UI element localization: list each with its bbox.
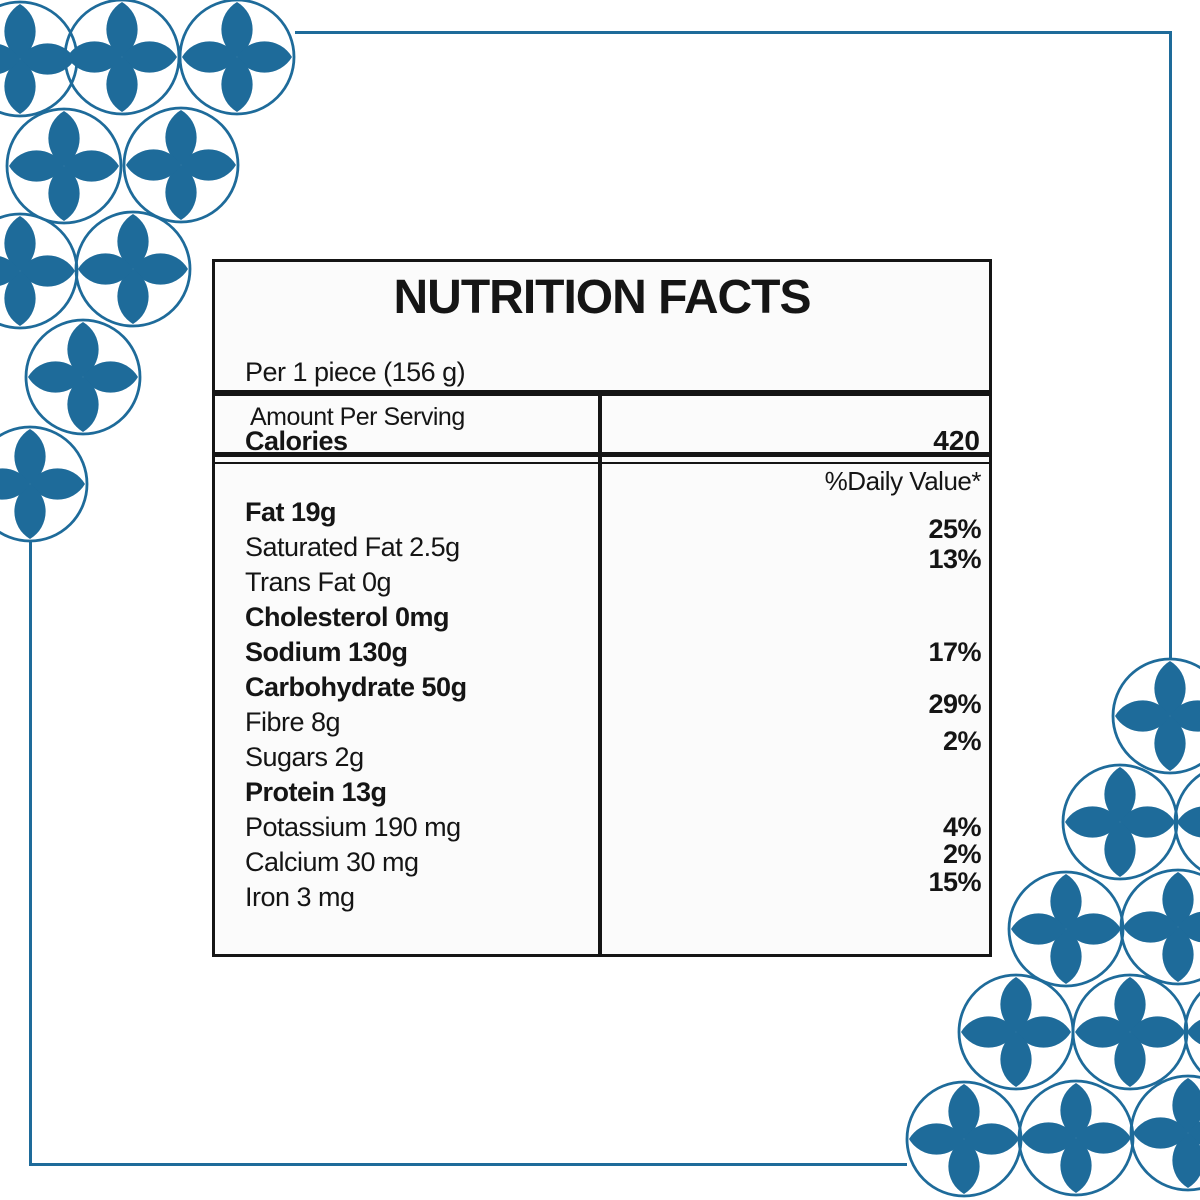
daily-value-heading: %Daily Value* <box>824 466 982 496</box>
nutrient-row: Protein 13g <box>245 777 387 807</box>
nutrient-row: Cholesterol 0mg <box>245 602 450 632</box>
nutrient-row: Trans Fat 0g <box>245 567 392 597</box>
nutrient-row: Saturated Fat 2.5g <box>245 532 460 562</box>
page-border-frame <box>29 31 1172 1166</box>
daily-value-percent: 2% <box>942 839 982 869</box>
nutrient-row: Potassium 190 mg <box>245 812 461 842</box>
column-divider <box>598 390 602 954</box>
daily-value-percent: 17% <box>928 637 981 667</box>
daily-value-percent: 25% <box>928 514 981 544</box>
divider-thick-top <box>215 390 989 396</box>
page-border-left <box>29 541 32 1166</box>
nutrient-row: Sugars 2g <box>245 742 364 772</box>
nutrient-list: Fat 19g Saturated Fat 2.5g Trans Fat 0g … <box>245 495 467 915</box>
nutrient-row: Sodium 130g <box>245 637 408 667</box>
nutrient-row: Calcium 30 mg <box>245 847 419 877</box>
amount-per-serving-heading: Amount Per Serving <box>250 403 465 431</box>
daily-value-percent: 29% <box>928 689 981 719</box>
daily-value-percent: 15% <box>928 867 981 897</box>
daily-value-percent: 4% <box>942 812 982 842</box>
calories-value: 420 <box>933 425 980 456</box>
nutrient-row: Fibre 8g <box>245 707 341 737</box>
nutrition-label: NUTRITION FACTS Per 1 piece (156 g) Amou… <box>212 259 992 957</box>
nutrient-row: Iron 3 mg <box>245 882 355 912</box>
nutrient-row: Fat 19g <box>245 497 337 527</box>
page-border-top <box>295 31 1172 34</box>
divider-thin <box>215 462 989 464</box>
serving-size: Per 1 piece (156 g) <box>245 357 466 387</box>
label-title: NUTRITION FACTS <box>393 271 812 324</box>
calories-label: Calories <box>245 426 348 456</box>
divider-thick-bottom <box>215 452 989 457</box>
daily-value-percent: 2% <box>942 726 982 756</box>
page-border-right <box>1169 31 1172 659</box>
nutrient-row: Carbohydrate 50g <box>245 672 467 702</box>
daily-value-percent: 13% <box>928 544 981 574</box>
page-border-bottom <box>29 1163 907 1166</box>
